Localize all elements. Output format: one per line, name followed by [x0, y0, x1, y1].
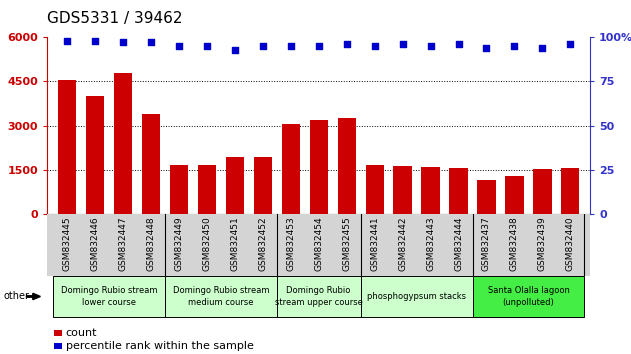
Text: GSM832444: GSM832444	[454, 216, 463, 270]
Point	[118, 40, 128, 45]
Point	[286, 43, 296, 49]
Bar	[562, 168, 579, 214]
Text: GSM832445: GSM832445	[62, 216, 71, 271]
Text: GSM832448: GSM832448	[146, 216, 155, 271]
Text: count: count	[66, 328, 97, 338]
Bar	[365, 165, 384, 214]
Text: Domingo Rubio stream
medium course: Domingo Rubio stream medium course	[172, 286, 269, 307]
Point	[174, 43, 184, 49]
Bar	[58, 80, 76, 214]
Point	[425, 43, 435, 49]
Text: GSM832453: GSM832453	[286, 216, 295, 271]
Text: Santa Olalla lagoon
(unpolluted): Santa Olalla lagoon (unpolluted)	[488, 286, 569, 307]
Text: GSM832438: GSM832438	[510, 216, 519, 271]
Bar	[277, 276, 360, 317]
Text: GSM832442: GSM832442	[398, 216, 407, 270]
Point	[257, 43, 268, 49]
Point	[398, 41, 408, 47]
Text: GSM832447: GSM832447	[119, 216, 127, 271]
Text: GSM832450: GSM832450	[203, 216, 211, 271]
Point	[509, 43, 519, 49]
Bar	[478, 180, 495, 214]
Point	[90, 38, 100, 44]
Bar	[422, 167, 440, 214]
Point	[454, 41, 464, 47]
Point	[538, 45, 548, 51]
Text: GSM832454: GSM832454	[314, 216, 323, 271]
Text: GSM832449: GSM832449	[174, 216, 183, 271]
Bar	[505, 176, 524, 214]
Text: GSM832451: GSM832451	[230, 216, 239, 271]
Point	[202, 43, 212, 49]
Bar	[310, 120, 327, 214]
Text: percentile rank within the sample: percentile rank within the sample	[66, 341, 254, 351]
Text: phosphogypsum stacks: phosphogypsum stacks	[367, 292, 466, 301]
Bar	[53, 276, 165, 317]
Text: GDS5331 / 39462: GDS5331 / 39462	[47, 11, 183, 25]
Text: GSM832441: GSM832441	[370, 216, 379, 271]
Text: other: other	[3, 291, 29, 302]
Bar	[533, 169, 551, 214]
Bar	[254, 156, 272, 214]
Bar	[165, 276, 277, 317]
Bar	[86, 96, 104, 214]
Bar	[360, 276, 473, 317]
Text: GSM832439: GSM832439	[538, 216, 547, 271]
Bar	[114, 73, 132, 214]
Bar	[473, 276, 584, 317]
Bar	[281, 124, 300, 214]
Bar	[142, 114, 160, 214]
Text: GSM832437: GSM832437	[482, 216, 491, 271]
Bar	[198, 165, 216, 214]
Text: Domingo Rubio
stream upper course: Domingo Rubio stream upper course	[274, 286, 363, 307]
Text: GSM832443: GSM832443	[426, 216, 435, 271]
Point	[62, 38, 72, 44]
Point	[314, 43, 324, 49]
Point	[341, 41, 351, 47]
Bar	[170, 165, 188, 214]
Point	[565, 41, 575, 47]
Point	[370, 43, 380, 49]
Text: GSM832440: GSM832440	[566, 216, 575, 271]
Text: GSM832446: GSM832446	[90, 216, 99, 271]
Text: GSM832455: GSM832455	[342, 216, 351, 271]
Point	[481, 45, 492, 51]
Point	[146, 40, 156, 45]
Text: Domingo Rubio stream
lower course: Domingo Rubio stream lower course	[61, 286, 157, 307]
Text: GSM832452: GSM832452	[258, 216, 267, 271]
Bar	[449, 167, 468, 214]
Bar	[226, 156, 244, 214]
Bar	[338, 118, 356, 214]
Bar	[394, 166, 411, 214]
Point	[230, 47, 240, 52]
